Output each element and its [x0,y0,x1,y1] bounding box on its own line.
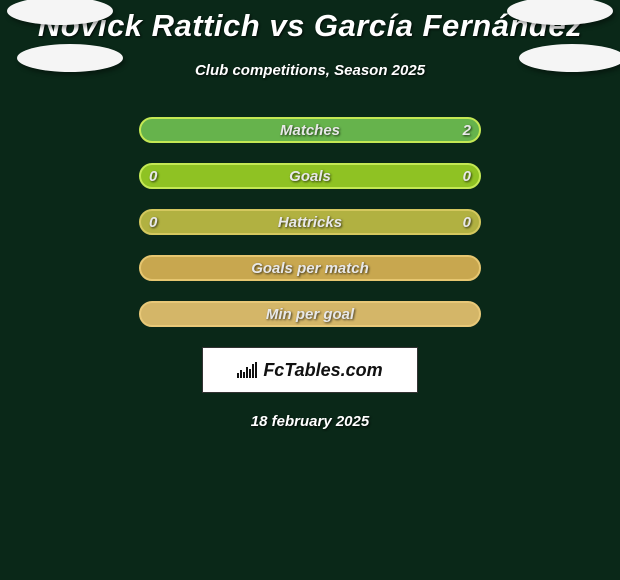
stat-value-right: 2 [455,122,471,139]
stat-label: Goals per match [251,260,369,277]
stat-label: Matches [280,122,340,139]
bar-chart-icon [237,362,257,378]
stat-bar-matches: Matches 2 [139,117,481,143]
stat-bar-goals-per-match: Goals per match [139,255,481,281]
stat-row: Min per goal [0,301,620,327]
stat-label: Min per goal [266,306,354,323]
stat-row: 0 Hattricks 0 [0,209,620,235]
decorative-ellipse-right-bottom [519,44,620,72]
stat-row: Matches 2 [0,117,620,143]
decorative-ellipse-left-bottom [17,44,123,72]
date-text: 18 february 2025 [0,413,620,430]
stats-container: Matches 2 0 Goals 0 0 Hattricks 0 Goals … [0,117,620,327]
stat-value-left: 0 [149,168,165,185]
stat-value-left: 0 [149,214,165,231]
stat-bar-hattricks: 0 Hattricks 0 [139,209,481,235]
stat-value-right: 0 [455,214,471,231]
stat-bar-goals: 0 Goals 0 [139,163,481,189]
stat-row: 0 Goals 0 [0,163,620,189]
stat-row: Goals per match [0,255,620,281]
stat-label: Goals [289,168,331,185]
stat-label: Hattricks [278,214,342,231]
stat-bar-min-per-goal: Min per goal [139,301,481,327]
stat-value-right: 0 [455,168,471,185]
logo-box: FcTables.com [202,347,418,393]
logo-text: FcTables.com [263,360,382,381]
